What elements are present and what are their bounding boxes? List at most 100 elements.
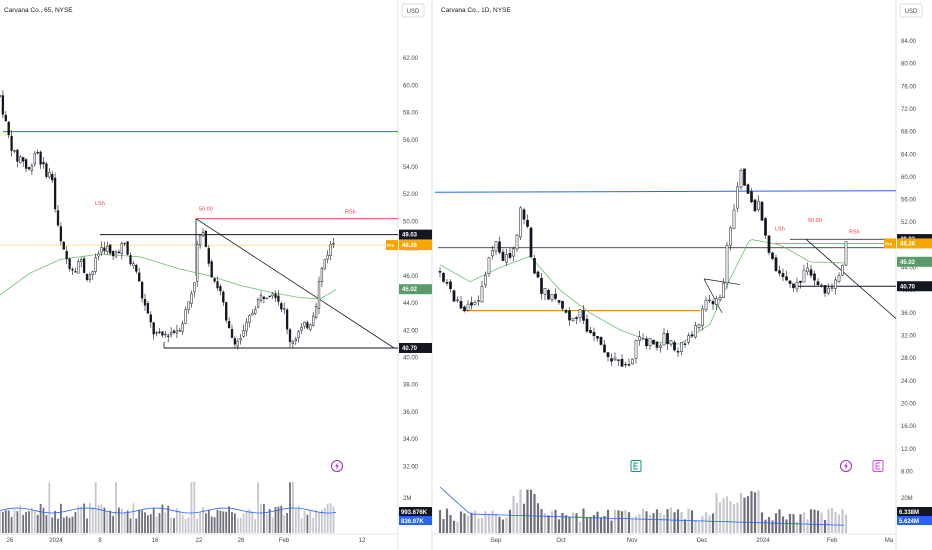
volume-bar	[785, 519, 788, 533]
candle	[106, 241, 109, 255]
currency-button[interactable]: USD	[899, 3, 923, 18]
candle-body	[669, 340, 673, 345]
volume-bar	[77, 505, 80, 533]
candle	[477, 295, 480, 306]
right-shoulder-label: RSh	[849, 230, 860, 236]
volume-bar	[519, 489, 522, 533]
candle-body	[300, 326, 303, 331]
candle	[280, 301, 283, 313]
candle	[120, 241, 123, 260]
volume-bar	[652, 513, 655, 533]
candle	[164, 330, 167, 338]
volume-bar	[326, 503, 329, 533]
candle	[13, 149, 16, 154]
candle-body	[175, 330, 179, 334]
candle-body	[222, 291, 225, 303]
candle-body	[750, 191, 753, 203]
candle	[512, 246, 515, 262]
volume-bar	[498, 516, 501, 533]
volume-bar	[641, 508, 645, 533]
volume-bar	[332, 506, 335, 533]
candle	[655, 341, 659, 351]
candle-body	[715, 298, 718, 305]
candle	[445, 278, 449, 286]
volume-bar	[263, 503, 265, 533]
currency-button[interactable]: USD	[401, 3, 425, 18]
candle-body	[94, 257, 97, 272]
candle-body	[85, 274, 89, 281]
volume-bar	[251, 511, 254, 533]
candle-body	[332, 242, 335, 245]
candle-body	[767, 235, 771, 253]
candle-body	[65, 251, 68, 260]
candle	[827, 283, 830, 296]
candle-body	[645, 338, 648, 347]
volume-bar	[13, 509, 16, 533]
volume-bar	[176, 508, 178, 533]
candle-body	[111, 250, 115, 257]
candle-body	[666, 333, 669, 345]
volume-bar	[321, 509, 323, 533]
candle-body	[140, 281, 144, 299]
volume-bar	[445, 508, 449, 533]
candle-body	[158, 331, 161, 333]
x-tick-label: 2024	[756, 538, 770, 544]
candle-body	[97, 253, 100, 257]
volume-bar	[708, 515, 711, 533]
volume-bar	[33, 511, 36, 533]
candle	[233, 335, 237, 349]
volume-bar	[68, 517, 71, 533]
candle	[126, 241, 129, 256]
candle	[271, 292, 274, 299]
volume-bar	[22, 514, 25, 533]
candle	[210, 259, 213, 278]
candle-body	[708, 299, 711, 302]
volume-bar	[477, 518, 480, 533]
volume-bar	[239, 517, 242, 533]
candle-body	[781, 273, 785, 277]
candle	[673, 340, 676, 352]
candle	[536, 270, 540, 279]
candle-body	[256, 299, 260, 308]
y-tick-label: 80.00	[901, 62, 917, 68]
volume-bar	[575, 513, 578, 533]
candle-body	[280, 303, 283, 310]
volume-bar	[816, 510, 820, 533]
candle	[666, 329, 669, 350]
candle-body	[132, 263, 135, 266]
candle-body	[149, 314, 152, 323]
volume-bar	[19, 505, 22, 533]
candle	[634, 339, 638, 364]
volume-bar	[303, 511, 306, 533]
candle	[123, 242, 126, 247]
earnings-marker-icon[interactable]	[630, 460, 642, 472]
candle	[823, 285, 827, 297]
earnings-letter-icon	[875, 462, 880, 470]
candle-body	[1, 95, 5, 115]
volume-bar	[834, 511, 837, 533]
candle-body	[10, 135, 13, 151]
candle-body	[19, 156, 22, 163]
earnings-marker-icon[interactable]	[872, 460, 884, 472]
event-marker-icon[interactable]	[331, 460, 343, 472]
volume-bar	[193, 481, 196, 533]
candle-body	[648, 338, 652, 346]
candle	[806, 262, 809, 276]
volume-bar	[795, 521, 799, 533]
volume-bar	[103, 507, 106, 533]
candle-body	[13, 150, 16, 152]
resistance-line	[434, 190, 897, 193]
candle-body	[146, 303, 150, 314]
candle-body	[494, 241, 498, 252]
candle	[77, 258, 80, 274]
volume-bar	[438, 510, 442, 533]
candle	[294, 336, 297, 346]
volume-bar	[456, 521, 459, 533]
volume-bar	[292, 481, 294, 533]
event-marker-icon[interactable]	[840, 460, 852, 472]
candle-body	[687, 335, 690, 343]
volume-tag-label: 6.338M	[899, 510, 919, 516]
volume-bar	[135, 518, 138, 533]
volume-bar	[484, 511, 487, 533]
